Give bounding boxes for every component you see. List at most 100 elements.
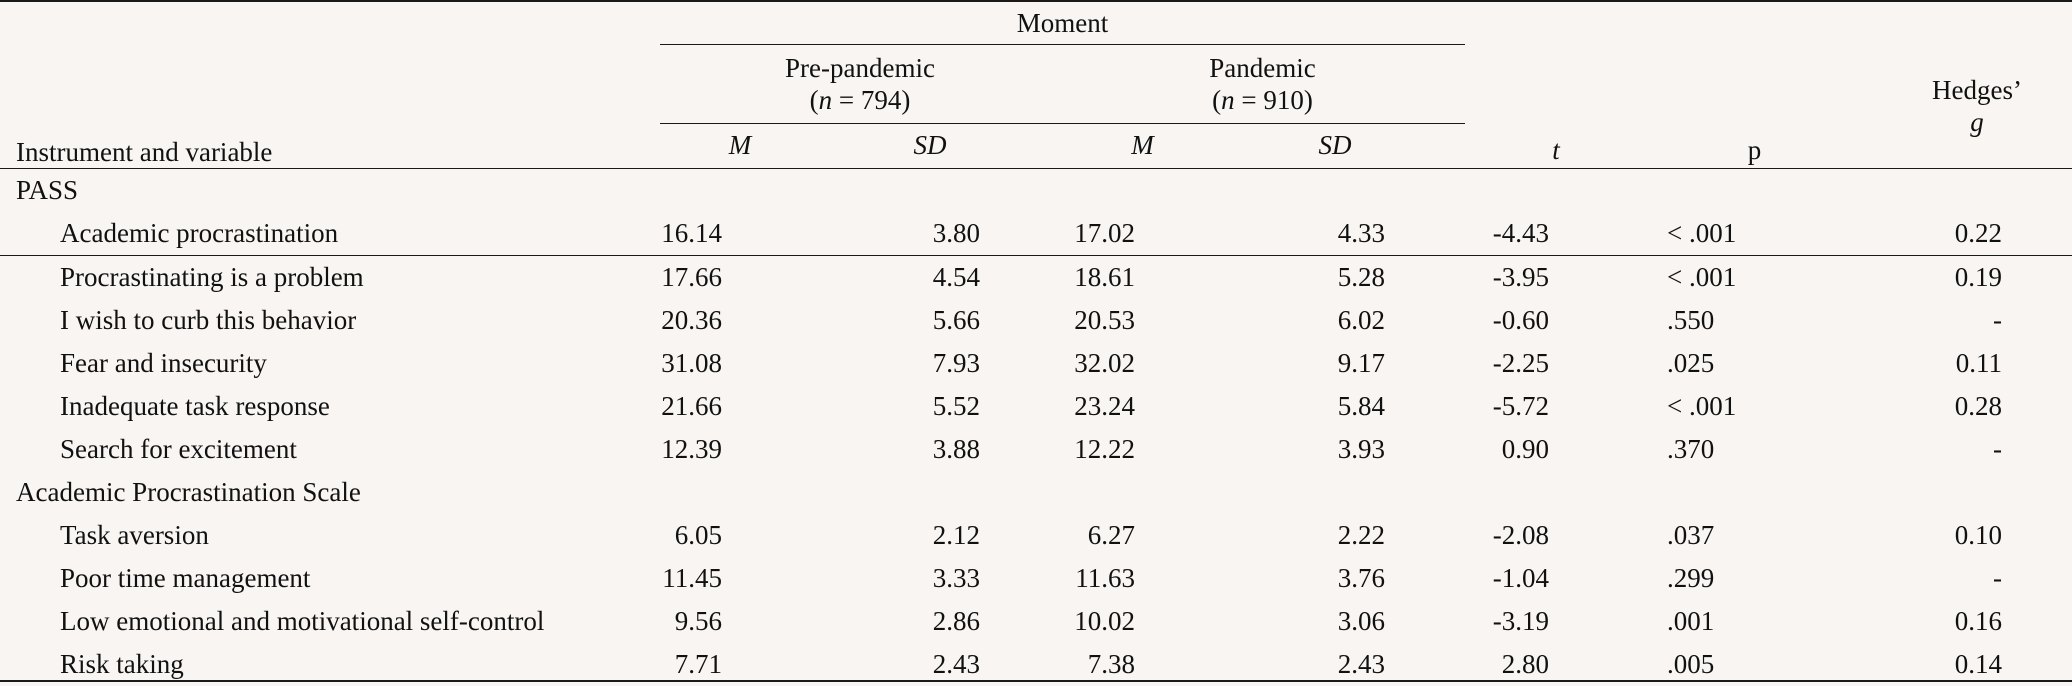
variable-label: Search for excitement: [60, 433, 297, 464]
pandemic-header: Pandemic (n = 910): [1060, 44, 1465, 124]
pandemic-sd: 2.43: [1337, 648, 1385, 679]
p-value: < .001: [1667, 261, 1737, 292]
pre-pandemic-sd: 2.86: [932, 605, 980, 636]
pandemic-n: (n = 910): [1212, 85, 1313, 115]
p-value: .025: [1667, 347, 1715, 378]
t-header: t: [1465, 123, 1667, 169]
pandemic-mean: 18.61: [1074, 261, 1135, 292]
pre-pandemic-mean: 11.45: [662, 562, 722, 593]
pre-pandemic-mean: 16.14: [660, 211, 860, 256]
p-value: < .001: [1667, 390, 1737, 421]
p-value: .001: [1667, 605, 1715, 636]
table-row: Inadequate task response 21.66 5.52 23.24 5.…: [0, 385, 2072, 428]
moment-header: Moment: [660, 2, 1465, 45]
p-value: .037: [1667, 519, 1715, 550]
variable-label: I wish to curb this behavior: [60, 304, 357, 335]
t-value: 0.90: [1501, 433, 1549, 464]
pre-pandemic-mean: 20.36: [661, 304, 722, 335]
t-value: -5.72: [1492, 390, 1549, 421]
pandemic-sd: 2.22: [1337, 519, 1385, 550]
pandemic-sd: 3.06: [1337, 605, 1385, 636]
p-value: .005: [1667, 648, 1715, 679]
hedges-g-value: 0.28: [1954, 390, 2002, 421]
pandemic-mean: 20.53: [1074, 304, 1135, 335]
pre-pandemic-sd: 5.66: [932, 304, 980, 335]
pandemic-sd: 3.93: [1337, 433, 1385, 464]
table-body: PASS Academic procrastination 16.14 3.80 17.…: [0, 168, 2072, 686]
pandemic-mean: 7.38: [1087, 648, 1135, 679]
pandemic-sd: 4.33: [1265, 211, 1465, 256]
pandemic-sd: 9.17: [1337, 347, 1385, 378]
pre-pandemic-mean: 17.66: [661, 261, 722, 292]
pre-sd-header: SD: [860, 123, 1060, 169]
t-value: -3.95: [1492, 261, 1549, 292]
hedges-g-header: Hedges’ g: [1882, 44, 2072, 169]
p-value: .299: [1667, 562, 1715, 593]
pandemic-sd: 5.28: [1337, 261, 1385, 292]
variable-label: Inadequate task response: [60, 390, 330, 421]
pandemic-sd: 3.76: [1337, 562, 1385, 593]
t-value: -3.19: [1492, 605, 1549, 636]
pandemic-mean: 32.02: [1074, 347, 1135, 378]
hedges-g-value: 0.10: [1954, 519, 2002, 550]
table-row: I wish to curb this behavior 20.36 5.66 20.…: [0, 299, 2072, 342]
variable-label: Task aversion: [60, 519, 209, 550]
pre-pandemic-title: Pre-pandemic: [785, 53, 935, 83]
hedges-g-value: 0.14: [1954, 648, 2002, 679]
pre-pandemic-sd: 5.52: [932, 390, 980, 421]
table-row: Academic procrastination 16.14 3.80 17.02 4.…: [0, 211, 2072, 256]
table-row: Search for excitement 12.39 3.88 12.22 3.93 0…: [0, 428, 2072, 471]
pre-pandemic-mean: 12.39: [661, 433, 722, 464]
pre-pandemic-mean: 31.08: [661, 347, 722, 378]
top-rule: [0, 0, 2072, 2]
pan-sd-header: SD: [1265, 123, 1465, 169]
pre-pandemic-mean: 6.05: [674, 519, 722, 550]
variable-label: Academic procrastination: [0, 211, 660, 256]
t-value: -4.43: [1465, 211, 1667, 256]
group-label: PASS: [16, 174, 79, 205]
variable-label: Fear and insecurity: [60, 347, 267, 378]
pre-pandemic-sd: 3.88: [932, 433, 980, 464]
pre-pandemic-mean: 21.66: [661, 390, 722, 421]
group-row: PASS: [0, 168, 2072, 212]
pre-pandemic-sd: 3.80: [860, 211, 1060, 256]
pandemic-mean: 23.24: [1074, 390, 1135, 421]
hedges-g-value: 0.22: [1882, 211, 2072, 256]
pre-pandemic-mean: 7.71: [674, 648, 722, 679]
pre-pandemic-sd: 3.33: [932, 562, 980, 593]
p-value: .370: [1667, 433, 1715, 464]
table-row: Fear and insecurity 31.08 7.93 32.02 9.17 -2.…: [0, 342, 2072, 385]
pandemic-mean: 17.02: [1060, 211, 1265, 256]
pandemic-title: Pandemic: [1209, 53, 1316, 83]
t-value: -2.25: [1492, 347, 1549, 378]
hedges-g-value: -: [1993, 433, 2002, 464]
variable-label: Low emotional and motivational self-cont…: [60, 605, 545, 636]
p-header: p: [1667, 123, 1882, 169]
pan-m-header: M: [1060, 123, 1265, 169]
pre-pandemic-sd: 7.93: [932, 347, 980, 378]
group-row: Academic Procrastination Scale: [0, 471, 2072, 514]
table-row: Low emotional and motivational self-cont…: [0, 600, 2072, 643]
table-row: Risk taking 7.71 2.43 7.38 2.43 2.80 .005 0.14: [0, 643, 2072, 686]
t-value: -0.60: [1492, 304, 1549, 335]
pre-pandemic-sd: 4.54: [932, 261, 980, 292]
hedges-g-value: -: [1993, 562, 2002, 593]
pandemic-mean: 10.02: [1074, 605, 1135, 636]
pre-pandemic-sd: 2.43: [932, 648, 980, 679]
hedges-g-value: 0.19: [1954, 261, 2002, 292]
pre-pandemic-mean: 9.56: [674, 605, 722, 636]
t-value: 2.80: [1501, 648, 1549, 679]
group-label: Academic Procrastination Scale: [16, 476, 361, 507]
hedges-g-value: -: [1993, 304, 2002, 335]
table-row: Poor time management 11.45 3.33 11.63 3.76 -1…: [0, 557, 2072, 600]
instrument-variable-header: Instrument and variable: [0, 123, 660, 169]
table-row: Procrastinating is a problem 17.66 4.54 18.…: [0, 255, 2072, 299]
hedges-g-value: 0.16: [1954, 605, 2002, 636]
pandemic-mean: 11.63: [1075, 562, 1135, 593]
pandemic-sd: 6.02: [1337, 304, 1385, 335]
table-header: Moment Pre-pandemic (n = 794) Pandemic (…: [0, 2, 2072, 169]
p-value: .550: [1667, 304, 1715, 335]
variable-label: Poor time management: [60, 562, 311, 593]
pre-pandemic-n: (n = 794): [809, 85, 911, 115]
